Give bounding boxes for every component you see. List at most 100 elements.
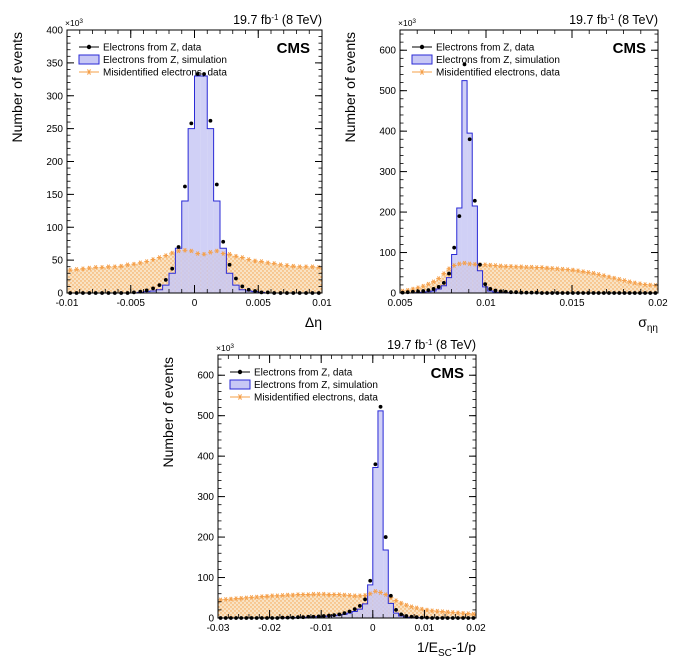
data-point [452,246,456,250]
data-point [488,287,492,291]
y-tick-label: 500 [197,411,214,422]
sim-bar [436,289,441,293]
data-point [151,286,155,290]
data-point [215,183,219,187]
x-tick-label: 0.02 [466,623,486,634]
y-tick-label: 600 [197,371,214,382]
x-tick-label: -0.01 [310,623,333,634]
x-tick-label: 0.015 [559,298,584,309]
legend-data-marker [87,45,91,49]
data-point [343,611,347,615]
sim-bar [483,287,488,293]
data-point [132,290,136,294]
data-point [406,290,410,294]
data-point [266,290,270,294]
y-axis-label: Number of events [342,32,358,143]
data-point [468,137,472,141]
data-point [404,614,408,618]
data-point [478,263,482,267]
sim-bar [352,612,357,618]
sim-bar [357,609,362,618]
y-axis-label: Number of events [160,357,176,468]
data-point [170,267,174,271]
sim-bar [393,613,398,618]
data-point [399,612,403,616]
data-point [473,199,477,203]
y-tick-label: 400 [46,26,63,37]
data-point [368,579,372,583]
data-point [432,287,436,291]
sim-bar [169,273,175,293]
data-point [234,277,238,281]
sim-outline [218,411,476,618]
sim-bar [452,255,457,293]
x-tick-label: 0.01 [415,623,435,634]
data-point [348,610,352,614]
sim-bar [472,206,477,293]
data-point [437,285,441,289]
y-tick-label: 200 [197,533,214,544]
data-point [253,289,257,293]
y-tick-label: 500 [379,86,396,97]
cms-label: CMS [277,40,310,57]
sim-bar [477,271,482,293]
data-point [296,615,300,619]
data-point [415,615,419,619]
data-point [177,245,181,249]
y-tick-label: 100 [379,248,396,259]
legend-data-marker [238,370,242,374]
sim-bar [441,286,446,293]
sim-bar [195,76,201,293]
y-tick-label: 400 [197,452,214,463]
data-point [228,263,232,267]
x-tick-label: 0.01 [312,298,332,309]
sim-bar [163,285,169,293]
data-point [514,290,518,294]
y-multiplier: ×103 [398,18,416,28]
data-point [509,290,513,294]
x-tick-label: 0.01 [476,298,496,309]
x-tick-label: 0.005 [246,298,271,309]
sim-bar [226,273,232,293]
sim-bar [188,129,194,293]
legend-data-marker [420,45,424,49]
data-point [494,289,498,293]
lumi-label: 19.7 fb-1 (8 TeV) [233,13,322,27]
data-point [394,608,398,612]
x-axis-label: Δη [305,314,322,330]
cms-label: CMS [431,365,464,382]
sim-bar [462,81,467,293]
data-point [373,462,377,466]
sim-bar [182,201,188,293]
x-tick-label: -0.02 [258,623,281,634]
data-point [358,604,362,608]
sim-bar [457,208,462,293]
data-point [421,289,425,293]
y-tick-label: 200 [46,157,63,168]
y-tick-label: 300 [379,167,396,178]
data-point [189,121,193,125]
data-point [240,285,244,289]
data-point [353,607,357,611]
data-point [322,614,326,618]
y-tick-label: 400 [379,127,396,138]
sim-bar [362,604,367,618]
legend-label-sim: Electrons from Z, simulation [103,55,227,66]
legend-label-data: Electrons from Z, data [436,43,535,54]
legend-sim-swatch [79,55,99,64]
data-point [332,613,336,617]
data-point [457,214,461,218]
data-point [337,612,341,616]
x-tick-label: -0.03 [207,623,230,634]
data-point [327,614,331,618]
x-tick-label: 0.005 [387,298,412,309]
legend-label-data: Electrons from Z, data [254,368,353,379]
sim-bar [233,285,239,293]
sim-bar [207,129,213,293]
y-tick-label: 100 [46,223,63,234]
sim-bar [347,613,352,618]
data-point [183,185,187,189]
